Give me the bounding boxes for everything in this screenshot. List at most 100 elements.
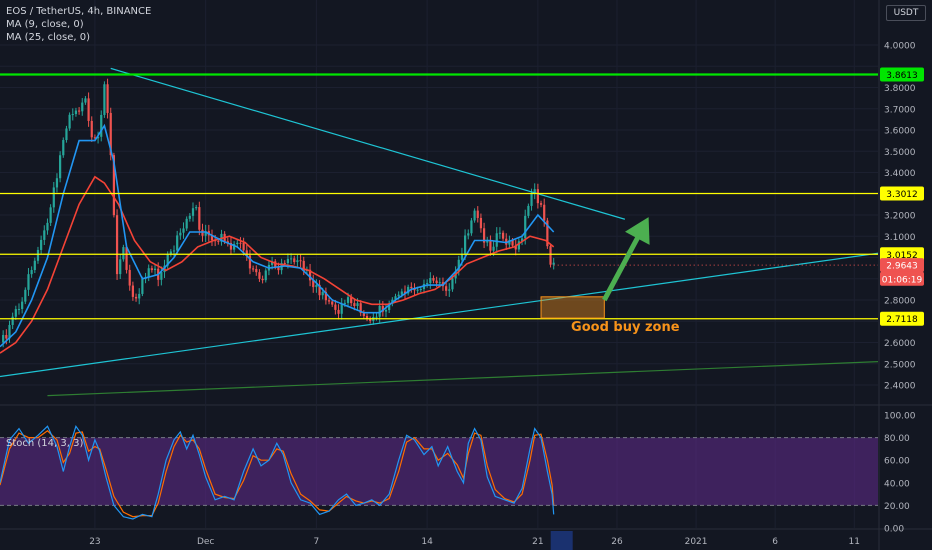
candle-body <box>482 228 486 243</box>
price-tick-label: 3.4000 <box>884 169 916 179</box>
price-axis: 3.8613 3.3012 3.0152 2.7118 4.0000 3.8000 3.70… <box>880 42 924 535</box>
candle-body <box>362 313 365 316</box>
countdown-tag <box>880 271 924 286</box>
candle-body <box>191 208 195 216</box>
candle-body <box>90 120 93 138</box>
candle-body <box>188 215 191 219</box>
level-tag <box>880 311 924 326</box>
level-tag-label: 3.3012 <box>886 190 918 200</box>
candle-body <box>87 98 90 121</box>
candle-body <box>141 278 144 294</box>
candle-body <box>198 207 201 230</box>
candle-body <box>172 250 176 252</box>
candle-body <box>299 260 302 262</box>
candle-body <box>100 114 103 137</box>
candle-body <box>166 254 169 266</box>
candle-body <box>286 258 290 264</box>
candle-body <box>470 220 473 234</box>
candle-body <box>432 277 435 281</box>
candle-body <box>463 235 467 254</box>
price-tick-label: 2.5000 <box>884 360 916 370</box>
candle-body <box>46 222 49 231</box>
stoch-tick-label: 40.00 <box>884 479 910 489</box>
candle-body <box>492 246 495 251</box>
candle-body <box>122 247 125 260</box>
level-tag <box>880 67 924 82</box>
candle-body <box>283 262 286 264</box>
candle-body <box>14 309 17 317</box>
stoch-tick-label: 20.00 <box>884 502 910 512</box>
candle-body <box>147 268 150 278</box>
candle-body <box>239 242 242 244</box>
candle-body <box>394 296 397 300</box>
candle-body <box>365 315 369 319</box>
candle-body <box>226 241 229 243</box>
candle-body <box>536 189 539 204</box>
price-tick-label: 2.6000 <box>884 339 916 349</box>
candle-body <box>236 242 239 245</box>
candle-body <box>2 334 5 343</box>
candle-body <box>62 140 65 156</box>
candle-body <box>331 301 334 305</box>
level-tag-label: 2.7118 <box>886 315 918 325</box>
candle-body <box>543 204 546 221</box>
time-tick-label: 6 <box>772 537 778 547</box>
candle-body <box>169 251 172 255</box>
symbol-title[interactable]: EOS / TetherUS, 4h, BINANCE <box>6 6 152 17</box>
ma9-legend[interactable]: MA (9, close, 0) <box>6 19 84 30</box>
price-tick-label: 3.5000 <box>884 148 916 158</box>
candle-body <box>153 268 157 271</box>
price-tick-label: 3.1000 <box>884 233 916 243</box>
candle-body <box>84 98 87 103</box>
candle-body <box>125 247 128 270</box>
candle-body <box>131 285 134 297</box>
candle-body <box>119 259 122 275</box>
candle-body <box>150 268 153 271</box>
candle-body <box>115 215 119 275</box>
candle-body <box>106 84 109 113</box>
level-tag-label: 3.0152 <box>886 251 918 261</box>
stoch-tick-label: 60.00 <box>884 457 910 467</box>
candle-body <box>429 277 432 284</box>
level-tag <box>880 186 924 201</box>
stoch-legend[interactable]: Stoch (14, 3, 3) <box>6 438 84 449</box>
candle-body <box>388 303 391 310</box>
candle-body <box>524 215 527 239</box>
candle-body <box>93 137 97 139</box>
ma25-legend[interactable]: MA (25, close, 0) <box>6 32 91 43</box>
price-tick-label: 2.4000 <box>884 382 916 392</box>
currency-label[interactable]: USDT <box>886 5 926 21</box>
long-trendline <box>47 361 879 397</box>
candle-body <box>489 240 492 251</box>
time-tick-label: 7 <box>314 537 320 547</box>
candle-body <box>293 258 296 263</box>
price-tick-label: 4.0000 <box>884 42 916 52</box>
candle-body <box>384 309 388 312</box>
candle-body <box>179 232 182 236</box>
candle-body <box>40 239 43 250</box>
candle-body <box>277 267 280 271</box>
last-price-tag <box>880 258 924 273</box>
buy-zone-label: Good buy zone <box>571 320 680 335</box>
candle-body <box>337 309 340 314</box>
candle-body <box>77 110 81 112</box>
candle-body <box>486 240 489 243</box>
candle-body <box>182 228 185 233</box>
candle-body <box>445 286 448 291</box>
candle-body <box>134 296 138 299</box>
time-cursor-marker <box>550 531 573 550</box>
ma25-line <box>0 175 555 354</box>
candle-body <box>264 270 267 281</box>
level-tag-label: 3.8613 <box>886 71 918 81</box>
candle-body <box>353 303 356 307</box>
candle-body <box>55 178 59 188</box>
time-tick-label: 14 <box>421 537 433 547</box>
candle-body <box>160 272 163 280</box>
candle-body <box>495 233 498 247</box>
candle-body <box>255 268 258 273</box>
price-tick-label: 3.6000 <box>884 127 916 137</box>
candle-body <box>340 303 343 314</box>
candle-body <box>242 242 245 251</box>
